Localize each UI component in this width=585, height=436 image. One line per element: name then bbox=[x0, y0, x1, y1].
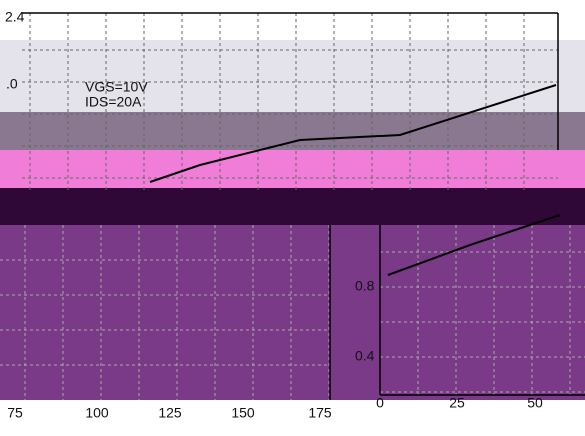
purple-region bbox=[0, 225, 585, 400]
y-label: 0.8 bbox=[355, 278, 375, 294]
annotation: VGS=10V bbox=[85, 79, 148, 95]
grid bbox=[0, 13, 585, 400]
y-label: 0.4 bbox=[355, 348, 375, 364]
curve bbox=[149, 84, 557, 183]
bottom-strip bbox=[0, 400, 345, 431]
x-label: 125 bbox=[158, 405, 182, 421]
x-label: 75 bbox=[7, 405, 23, 421]
x-label: 175 bbox=[308, 405, 332, 421]
curve bbox=[387, 214, 561, 276]
y-label: .0 bbox=[6, 76, 18, 92]
purple-gap bbox=[330, 225, 380, 400]
dark-gray-band bbox=[0, 112, 585, 152]
dark-band bbox=[0, 188, 585, 225]
pink-band bbox=[0, 150, 585, 190]
x-label: 50 bbox=[527, 395, 543, 411]
y-label: 2.4 bbox=[5, 9, 25, 25]
x-label: 100 bbox=[85, 405, 109, 421]
annotation: IDS=20A bbox=[85, 94, 142, 110]
x-label: 150 bbox=[231, 405, 255, 421]
gray-band bbox=[0, 40, 585, 112]
x-label: 25 bbox=[449, 395, 465, 411]
x-label: 0 bbox=[376, 395, 384, 411]
bottom-strip bbox=[345, 400, 585, 431]
